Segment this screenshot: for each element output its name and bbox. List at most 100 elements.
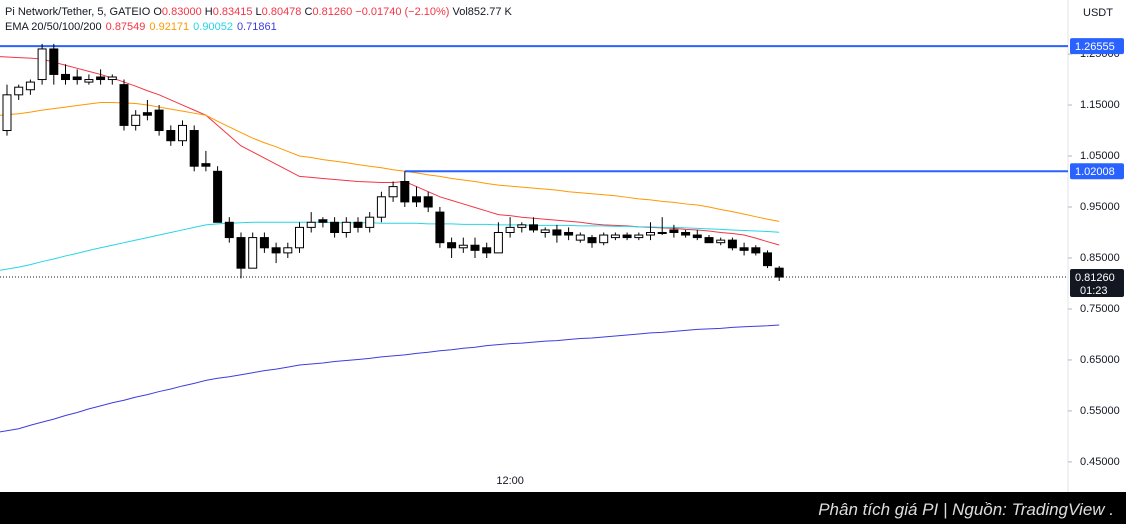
candle-body <box>739 247 749 251</box>
candle-body <box>704 237 714 244</box>
ema-row: EMA 20/50/100/200 0.87549 0.92171 0.90052 0.… <box>5 20 512 35</box>
candle-body <box>517 224 527 228</box>
candle-body <box>482 247 492 254</box>
candle-body <box>306 221 316 228</box>
l-val: 0.80478 <box>261 6 302 18</box>
candle-body <box>236 237 246 269</box>
l-key: L <box>255 6 262 18</box>
h-val: 0.83415 <box>212 6 253 18</box>
ema-line <box>0 56 780 246</box>
candle-body <box>213 170 223 223</box>
candle-body <box>622 234 632 239</box>
y-tick-label: 1.05000 <box>1080 150 1120 162</box>
candle-body <box>470 244 480 251</box>
volume: Vol852.77 K <box>452 6 512 18</box>
candle-body <box>96 76 106 81</box>
ema-value: 0.92171 <box>149 21 190 33</box>
candle-body <box>318 219 328 223</box>
candle-body <box>727 239 737 249</box>
candle-body <box>529 224 538 231</box>
candle-body <box>774 267 784 278</box>
candle-body <box>634 234 644 239</box>
candle-body <box>107 76 117 81</box>
candle-body <box>423 196 433 208</box>
candle-body <box>493 231 503 254</box>
y-tick-label: 1.15000 <box>1080 99 1120 111</box>
candle-body <box>259 237 269 249</box>
chart: USDT 0.45000 0.55000 0.65000 0.75000 0.85000 0… <box>0 0 1124 492</box>
candle-body <box>458 244 468 249</box>
price-label: 1.02008 <box>1075 166 1115 178</box>
candle-body <box>61 73 70 81</box>
h-key: H <box>204 6 213 18</box>
candle-body <box>552 229 562 236</box>
candle-body <box>412 196 421 203</box>
candle-body <box>154 109 164 132</box>
c-val: 0.81260 <box>312 6 353 18</box>
candle-body <box>587 237 597 244</box>
candle-body <box>142 112 152 116</box>
y-tick-label: 0.75000 <box>1080 303 1120 315</box>
candle-body <box>692 234 702 239</box>
ema-line <box>0 324 780 433</box>
candle-body <box>49 48 59 75</box>
c-key: C <box>304 6 313 18</box>
candle-body <box>25 81 35 91</box>
candle-body <box>669 229 679 233</box>
candle-body <box>447 242 457 249</box>
last-price-box <box>1070 269 1124 298</box>
ema-value: 0.71861 <box>236 21 277 33</box>
candle-body <box>2 94 12 132</box>
candle-body <box>505 226 515 233</box>
x-tick-label: 12:00 <box>496 475 524 487</box>
candle-body <box>575 234 585 241</box>
candle-body <box>224 221 234 239</box>
candle-body <box>271 247 281 254</box>
ohlc-row: Pi Network/Tether, 5, GATEIO O0.83000 H0… <box>5 5 512 20</box>
candle-body <box>283 247 293 254</box>
candle-body <box>599 234 609 244</box>
caption: Phân tích giá PI | Nguồn: TradingView . <box>0 492 1126 524</box>
candle-body <box>540 229 550 233</box>
candle-body <box>72 76 82 81</box>
price-label: 1.26555 <box>1075 41 1115 53</box>
candle-body <box>119 84 129 126</box>
y-tick-label: 0.55000 <box>1080 405 1120 417</box>
candle-body <box>751 247 761 254</box>
candle-body <box>681 231 691 236</box>
candle-body <box>365 216 375 228</box>
candle-body <box>610 234 620 239</box>
candle-body <box>435 211 445 244</box>
candle-body <box>646 231 655 236</box>
countdown: 01:23 <box>1080 285 1108 297</box>
y-tick-label: 0.45000 <box>1080 456 1120 468</box>
candle-body <box>376 196 386 218</box>
candle-body <box>295 226 304 249</box>
candle-body <box>330 221 340 233</box>
candle-body <box>37 48 47 81</box>
y-axis-label: USDT <box>1083 7 1113 19</box>
ema-line <box>0 101 780 222</box>
candle-body <box>763 252 772 267</box>
o-key: O <box>153 6 162 18</box>
candle-body <box>400 181 410 203</box>
candle-body <box>84 79 94 83</box>
y-tick-label: 0.65000 <box>1080 354 1120 366</box>
price-label-box <box>1070 163 1124 180</box>
ema-value: 0.90052 <box>193 21 233 33</box>
ema-value: 0.87549 <box>105 21 146 33</box>
candle-body <box>201 163 211 167</box>
candle-body <box>564 231 574 236</box>
last-price-label: 0.81260 <box>1075 272 1115 284</box>
candle-body <box>248 237 258 269</box>
symbol: Pi Network/Tether, 5, GATEIO <box>5 6 151 18</box>
change: −0.01740 (−2.10%) <box>355 6 450 18</box>
y-tick-label: 0.85000 <box>1080 252 1120 264</box>
candle-body <box>131 114 141 126</box>
candle-body <box>14 86 24 96</box>
header: Pi Network/Tether, 5, GATEIO O0.83000 H0… <box>5 5 512 35</box>
y-tick-label: 0.95000 <box>1080 201 1120 213</box>
candle-body <box>657 231 667 234</box>
candle-body <box>178 124 187 142</box>
ema-label: EMA 20/50/100/200 <box>5 21 102 33</box>
